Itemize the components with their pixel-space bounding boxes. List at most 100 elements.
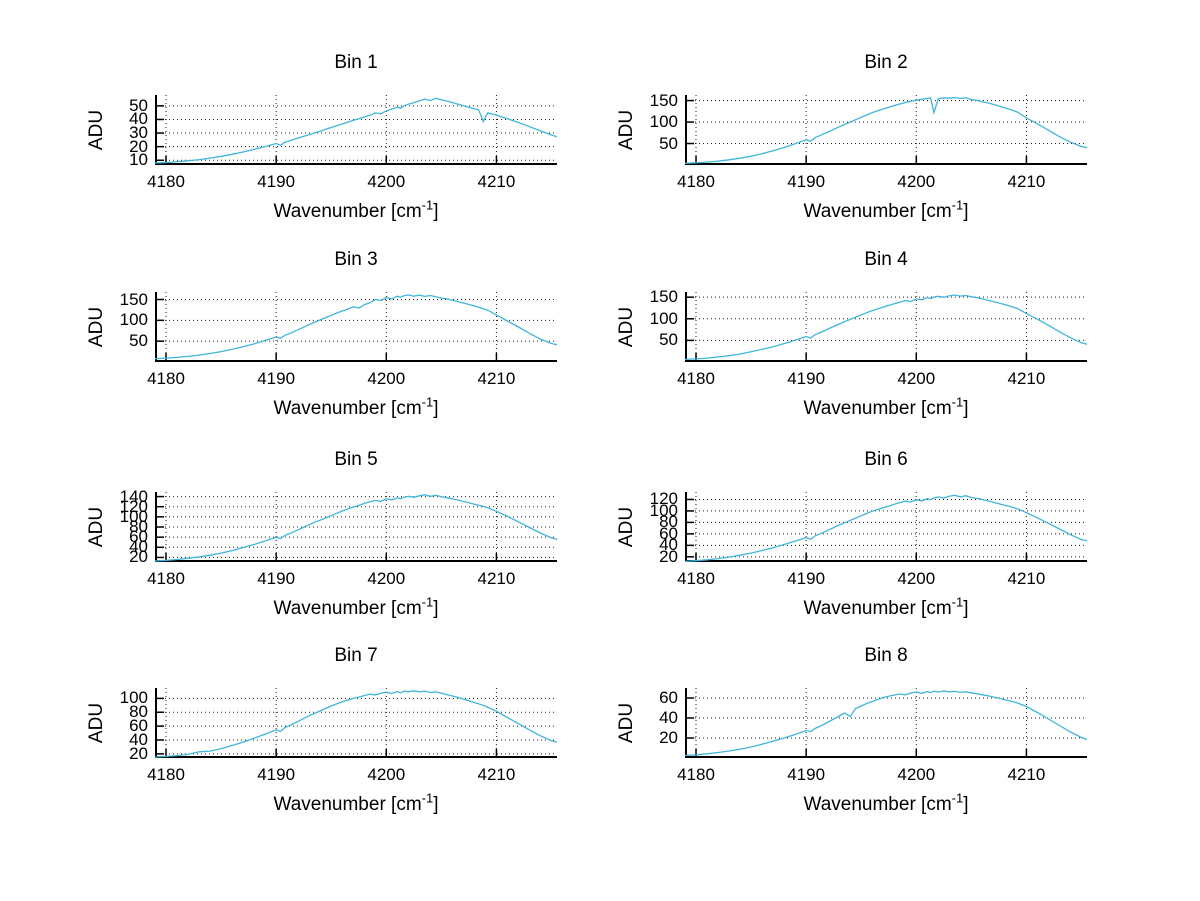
y-tick-label: 40 bbox=[129, 729, 148, 749]
y-tick-label: 60 bbox=[129, 527, 148, 547]
y-tick-label: 20 bbox=[129, 743, 148, 763]
x-tick-label: 4200 bbox=[367, 172, 406, 191]
x-axis-label: Wavenumber [cm-1] bbox=[803, 594, 969, 619]
spectrum-line bbox=[154, 97, 558, 164]
y-tick-label: 50 bbox=[659, 133, 678, 153]
x-tick-label: 4210 bbox=[477, 765, 516, 784]
y-tick-label: 20 bbox=[129, 547, 148, 567]
spectrum-line bbox=[154, 690, 558, 758]
x-tick-label: 4210 bbox=[477, 172, 516, 191]
x-tick-label: 4190 bbox=[257, 569, 296, 588]
plot-area bbox=[154, 95, 558, 165]
plot-title: Bin 8 bbox=[864, 645, 908, 666]
spectrum-line bbox=[684, 294, 1088, 361]
x-tick-label: 4180 bbox=[677, 369, 715, 388]
y-tick-label: 10 bbox=[129, 150, 148, 170]
x-tick-label: 4180 bbox=[147, 369, 185, 388]
x-axis-label: Wavenumber [cm-1] bbox=[273, 790, 439, 815]
x-tick-label: 4200 bbox=[367, 765, 406, 784]
x-axis-label: Wavenumber [cm-1] bbox=[273, 394, 439, 419]
x-tick-label: 4180 bbox=[677, 569, 715, 588]
plot-area bbox=[684, 688, 1088, 758]
x-tick-label: 4180 bbox=[147, 172, 185, 191]
x-axis-label: Wavenumber [cm-1] bbox=[803, 394, 969, 419]
x-tick-label: 4210 bbox=[477, 369, 516, 388]
y-tick-label: 50 bbox=[659, 330, 678, 350]
subplot-bin-1: Bin 1 ADU Wavenumber [cm-1] 4180 4190 4200… bbox=[86, 52, 558, 222]
x-tick-label: 4210 bbox=[477, 569, 516, 588]
y-tick-label: 20 bbox=[659, 546, 678, 566]
y-tick-label: 150 bbox=[649, 90, 678, 110]
plot-area bbox=[154, 688, 558, 758]
y-tick-label: 100 bbox=[649, 500, 678, 520]
x-tick-label: 4180 bbox=[677, 172, 715, 191]
plot-area bbox=[154, 492, 558, 562]
y-tick-label: 40 bbox=[659, 708, 678, 727]
y-tick-label: 60 bbox=[659, 688, 678, 707]
x-tick-label: 4190 bbox=[787, 765, 826, 784]
x-tick-label: 4200 bbox=[897, 172, 936, 191]
x-tick-label: 4210 bbox=[1007, 569, 1046, 588]
y-tick-label: 30 bbox=[129, 123, 148, 143]
y-tick-label: 100 bbox=[119, 310, 148, 330]
plot-area bbox=[684, 292, 1088, 362]
x-tick-label: 4190 bbox=[787, 569, 826, 588]
spectrum-line bbox=[684, 96, 1088, 164]
subplot-bin-6: Bin 6 ADU Wavenumber [cm-1] 4180 4190 4200… bbox=[616, 449, 1088, 619]
y-tick-label: 50 bbox=[129, 331, 148, 351]
y-tick-label: 80 bbox=[129, 517, 148, 536]
y-tick-label: 100 bbox=[649, 112, 678, 132]
x-tick-label: 4190 bbox=[787, 172, 826, 191]
plot-area bbox=[684, 492, 1088, 563]
x-axis-label: Wavenumber [cm-1] bbox=[273, 197, 439, 222]
x-tick-label: 4190 bbox=[257, 369, 296, 388]
x-tick-label: 4210 bbox=[1007, 765, 1046, 784]
x-tick-label: 4190 bbox=[257, 765, 296, 784]
y-tick-label: 100 bbox=[649, 308, 678, 328]
subplot-bin-3: Bin 3 ADU Wavenumber [cm-1] 4180 4190 4200… bbox=[86, 249, 558, 419]
y-tick-label: 80 bbox=[129, 702, 148, 722]
y-tick-label: 150 bbox=[649, 287, 678, 307]
spectrum-line bbox=[684, 494, 1088, 563]
y-tick-label: 20 bbox=[129, 136, 148, 156]
x-tick-label: 4180 bbox=[147, 569, 185, 588]
subplot-bin-8: Bin 8 ADU Wavenumber [cm-1] 4180 4190 4200… bbox=[616, 645, 1088, 815]
plot-title: Bin 3 bbox=[334, 249, 378, 270]
plot-title: Bin 5 bbox=[334, 449, 378, 470]
plot-area bbox=[154, 292, 558, 362]
x-tick-label: 4190 bbox=[787, 369, 826, 388]
subplot-bin-2: Bin 2 ADU Wavenumber [cm-1] 4180 4190 4200… bbox=[616, 52, 1088, 222]
y-tick-label: 40 bbox=[129, 537, 148, 557]
plot-title: Bin 7 bbox=[334, 645, 378, 666]
spectrum-line bbox=[154, 494, 558, 562]
x-tick-label: 4210 bbox=[1007, 369, 1046, 388]
plot-title: Bin 4 bbox=[864, 249, 908, 270]
y-tick-label: 60 bbox=[129, 716, 148, 736]
x-tick-label: 4200 bbox=[897, 569, 936, 588]
y-tick-label: 60 bbox=[659, 523, 678, 543]
y-tick-label: 40 bbox=[129, 109, 148, 129]
subplot-bin-5: Bin 5 ADU Wavenumber [cm-1] 4180 4190 4200… bbox=[86, 449, 558, 619]
plot-title: Bin 1 bbox=[334, 52, 378, 73]
y-tick-label: 150 bbox=[119, 289, 148, 309]
y-tick-label: 50 bbox=[129, 95, 148, 115]
x-tick-label: 4200 bbox=[367, 369, 406, 388]
x-tick-label: 4180 bbox=[677, 765, 715, 784]
y-tick-label: 40 bbox=[659, 535, 678, 555]
plot-title: Bin 6 bbox=[864, 449, 908, 470]
x-tick-label: 4190 bbox=[257, 172, 296, 191]
spectrum-line bbox=[154, 294, 558, 360]
y-tick-label: 120 bbox=[119, 496, 148, 516]
x-tick-label: 4200 bbox=[367, 569, 406, 588]
y-tick-label: 80 bbox=[659, 512, 678, 532]
x-tick-label: 4210 bbox=[1007, 172, 1046, 191]
x-tick-label: 4200 bbox=[897, 765, 936, 784]
y-tick-label: 100 bbox=[119, 506, 148, 526]
x-tick-label: 4200 bbox=[897, 369, 936, 388]
x-tick-label: 4180 bbox=[147, 765, 185, 784]
x-axis-label: Wavenumber [cm-1] bbox=[803, 197, 969, 222]
y-tick-label: 20 bbox=[659, 728, 678, 747]
x-axis-label: Wavenumber [cm-1] bbox=[803, 790, 969, 815]
plot-area bbox=[684, 95, 1088, 165]
